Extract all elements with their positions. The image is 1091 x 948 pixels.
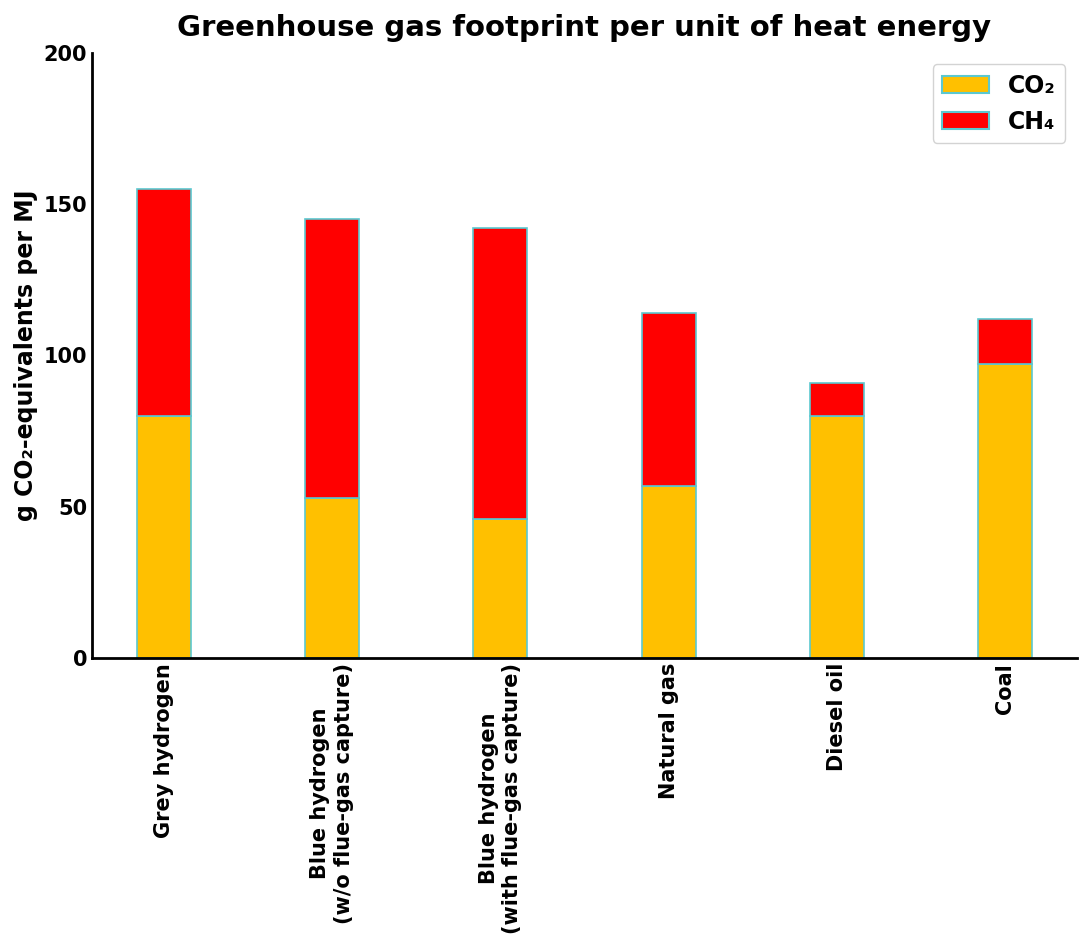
Y-axis label: g CO₂-equivalents per MJ: g CO₂-equivalents per MJ <box>14 190 38 521</box>
Bar <box>811 416 864 658</box>
Bar <box>979 364 1032 658</box>
Bar <box>642 485 696 658</box>
Bar <box>642 313 696 485</box>
Bar <box>305 498 359 658</box>
Bar <box>979 319 1032 364</box>
Legend: CO₂, CH₄: CO₂, CH₄ <box>933 64 1065 143</box>
Bar <box>811 383 864 416</box>
Bar <box>473 228 527 519</box>
Bar <box>305 219 359 498</box>
Bar <box>136 416 191 658</box>
Title: Greenhouse gas footprint per unit of heat energy: Greenhouse gas footprint per unit of hea… <box>178 14 992 42</box>
Bar <box>136 189 191 416</box>
Bar <box>473 519 527 658</box>
